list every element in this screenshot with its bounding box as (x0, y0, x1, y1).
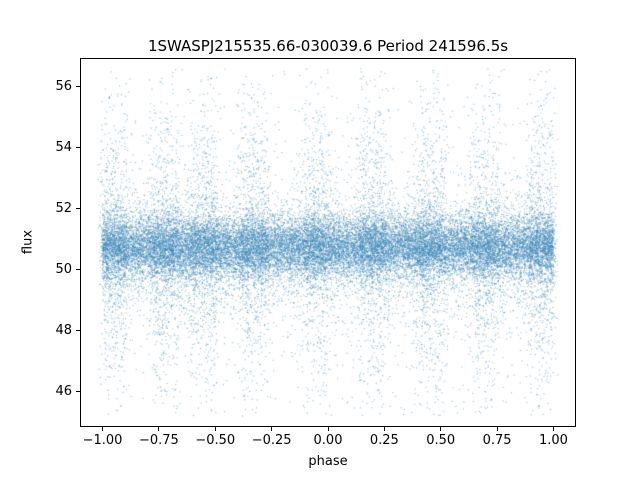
y-axis-label: flux (20, 229, 36, 255)
axes-box (80, 58, 576, 427)
y-tick-mark (76, 330, 80, 332)
y-tick-label: 56 (55, 78, 72, 94)
x-tick-label: −0.75 (138, 433, 179, 448)
y-tick-label: 52 (55, 200, 72, 216)
x-tick-mark (383, 427, 385, 431)
x-tick-mark (440, 427, 442, 431)
y-tick-mark (76, 391, 80, 393)
x-tick-label: 0.25 (369, 433, 399, 448)
x-tick-mark (102, 427, 104, 431)
x-tick-mark (214, 427, 216, 431)
x-axis-label: phase (308, 454, 348, 469)
y-tick-mark (76, 147, 80, 149)
x-tick-mark (158, 427, 160, 431)
x-tick-label: 1.00 (538, 433, 568, 448)
y-tick-label: 54 (55, 139, 72, 155)
scatter-canvas (81, 59, 575, 426)
y-tick-label: 50 (55, 261, 72, 277)
y-tick-label: 46 (55, 383, 72, 399)
x-tick-label: −0.50 (195, 433, 236, 448)
y-tick-mark (76, 86, 80, 88)
x-tick-label: −1.00 (82, 433, 123, 448)
y-tick-mark (76, 269, 80, 271)
x-tick-mark (271, 427, 273, 431)
chart-title: 1SWASPJ215535.66-030039.6 Period 241596.… (147, 37, 509, 55)
y-tick-mark (76, 208, 80, 210)
x-tick-label: 0.75 (482, 433, 512, 448)
x-tick-mark (552, 427, 554, 431)
x-tick-label: −0.25 (251, 433, 292, 448)
x-tick-mark (327, 427, 329, 431)
x-tick-mark (496, 427, 498, 431)
x-tick-label: 0.00 (313, 433, 343, 448)
y-tick-label: 48 (55, 322, 72, 338)
x-tick-label: 0.50 (426, 433, 456, 448)
